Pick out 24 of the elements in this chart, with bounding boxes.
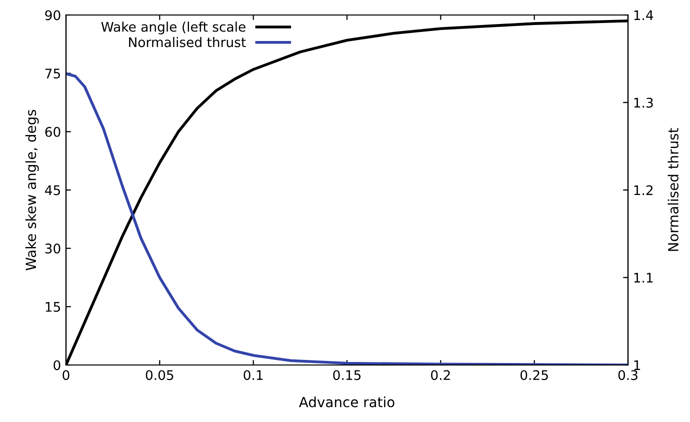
- legend-label: Wake angle (left scale: [101, 22, 246, 34]
- x-tick-label: 0.2: [431, 370, 450, 380]
- y-tick-label: 60: [45, 126, 60, 137]
- y-tick-label: 75: [45, 68, 60, 79]
- x-tick-label: 0.1: [244, 370, 263, 380]
- y-tick-label: 15: [46, 302, 60, 312]
- y2-tick-label: 1.3: [634, 98, 653, 108]
- y2-tick-label: 1.2: [634, 185, 653, 196]
- x-tick-label: 0: [62, 370, 70, 380]
- y-tick-label: 45: [44, 185, 60, 196]
- x-tick-label: 0.15: [333, 370, 361, 380]
- x-axis-title: Advance ratio: [298, 396, 394, 408]
- y-tick-label: 30: [45, 244, 60, 254]
- x-tick-label: 0.05: [146, 370, 174, 380]
- legend-label: Normalised thrust: [129, 37, 246, 48]
- y2-tick-label: 1.4: [634, 10, 654, 20]
- y2-tick-label: 1.1: [634, 272, 653, 283]
- y2-axis-title: Normalised thrust: [668, 128, 678, 251]
- y-tick-label: 90: [45, 10, 60, 20]
- y2-tick-label: 1: [634, 360, 640, 370]
- y-tick-label: 0: [54, 360, 60, 370]
- x-tick-label: 0.25: [520, 370, 548, 380]
- x-tick-label: 0.3: [618, 370, 638, 380]
- y-axis-title: Wake skew angle, degs: [25, 110, 39, 270]
